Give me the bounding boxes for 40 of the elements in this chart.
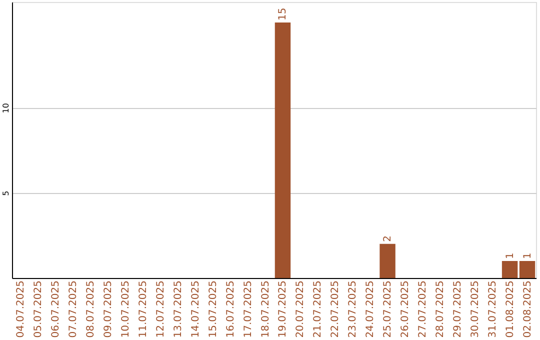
bar	[519, 260, 536, 278]
x-tick-label: 06.07.2025	[50, 280, 62, 338]
x-tick-label: 24.07.2025	[365, 280, 376, 338]
data-label: 1	[522, 252, 534, 259]
x-tick-label: 15.07.2025	[208, 280, 219, 338]
x-tick-label: 31.07.2025	[487, 280, 498, 338]
x-tick-label: 09.07.2025	[103, 280, 114, 338]
x-tick-label: 30.07.2025	[470, 280, 481, 338]
x-tick-label: 08.07.2025	[86, 280, 97, 338]
x-tick-label: 04.07.2025	[16, 280, 27, 338]
bar	[502, 260, 518, 278]
x-tick-label: 17.07.2025	[242, 280, 254, 338]
x-tick-label: 18.07.2025	[260, 280, 272, 338]
x-tick-label: 28.07.2025	[434, 280, 446, 338]
x-tick-label: 11.07.2025	[138, 280, 149, 338]
x-tick-label: 13.07.2025	[172, 280, 184, 338]
x-tick-label: 16.07.2025	[225, 280, 236, 338]
data-label: 1	[504, 252, 516, 259]
x-tick-label: 01.08.2025	[504, 280, 516, 338]
data-label: 15	[278, 8, 289, 20]
data-label: 2	[382, 236, 394, 242]
bar	[274, 22, 291, 278]
x-tick-label: 19.07.2025	[278, 280, 289, 338]
x-tick-label: 23.07.2025	[348, 280, 359, 338]
x-tick-label: 26.07.2025	[400, 280, 411, 338]
x-tick-label: 22.07.2025	[330, 280, 342, 338]
bar	[380, 244, 396, 278]
x-tick-label: 05.07.2025	[33, 280, 44, 338]
x-tick-label: 07.07.2025	[68, 280, 80, 338]
x-tick-label: 12.07.2025	[155, 280, 166, 338]
x-tick-label: 20.07.2025	[295, 280, 306, 338]
x-tick-label: 25.07.2025	[382, 280, 394, 338]
x-tick-label: 27.07.2025	[417, 280, 428, 338]
y-tick-label: 5	[2, 190, 10, 196]
x-tick-label: 10.07.2025	[120, 280, 132, 338]
y-tick-label: 10	[2, 103, 10, 114]
x-tick-label: 02.08.2025	[522, 280, 534, 338]
x-tick-label: 29.07.2025	[452, 280, 464, 338]
x-tick-label: 21.07.2025	[312, 280, 324, 338]
x-tick-label: 14.07.2025	[190, 280, 202, 338]
